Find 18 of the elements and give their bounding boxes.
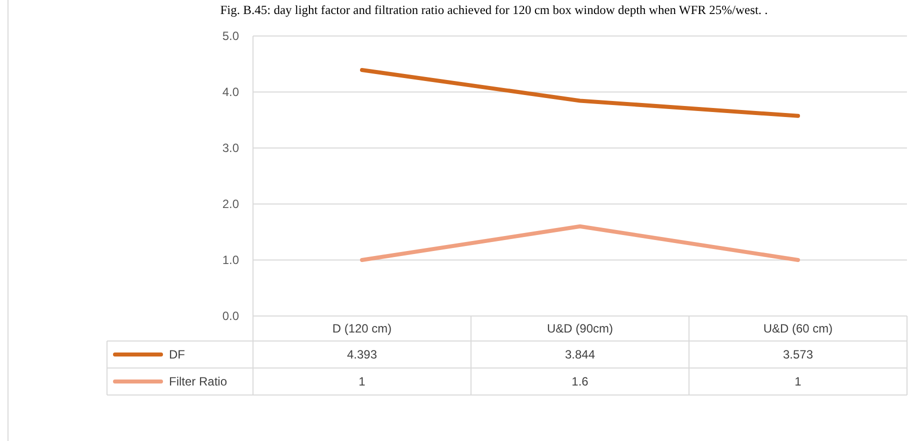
legend-label: DF (169, 348, 185, 362)
data-label: 3.844 (564, 348, 596, 362)
data-label: 1.6 (572, 374, 589, 388)
x-tick-label: D (120 cm) (332, 322, 392, 336)
y-tick-label: 0.0 (222, 309, 240, 323)
y-tick-label: 2.0 (222, 197, 240, 211)
x-tick-label: U&D (60 cm) (763, 322, 833, 336)
y-tick-label: 3.0 (222, 141, 240, 155)
y-tick-label: 4.0 (222, 85, 240, 99)
y-tick-label: 1.0 (222, 253, 240, 267)
legend-label: Filter Ratio (169, 374, 228, 388)
x-tick-label: U&D (90cm) (546, 322, 614, 336)
data-label: 4.393 (346, 348, 378, 362)
data-label: 1 (794, 374, 802, 388)
y-tick-label: 5.0 (222, 29, 240, 43)
data-label: 1 (358, 374, 366, 388)
chart-title: Fig. B.45: day light factor and filtration ratio achieved for 120 cm box window depth when WFR 25%/west. . (220, 3, 768, 17)
data-label: 3.573 (782, 348, 814, 362)
